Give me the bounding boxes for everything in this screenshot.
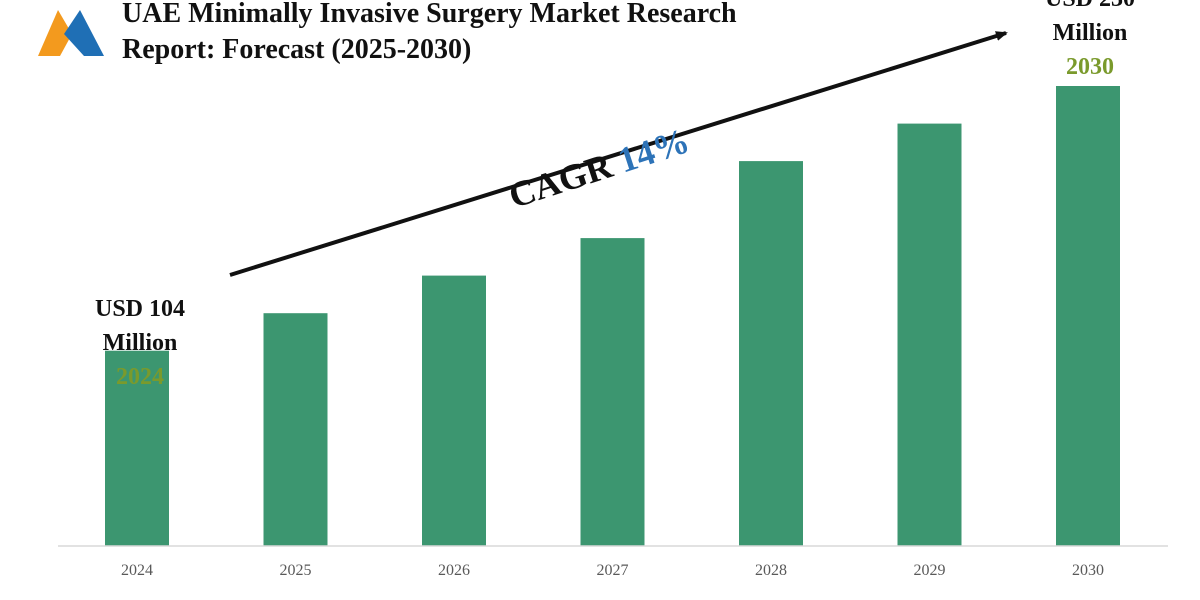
bar-2028 bbox=[739, 161, 803, 546]
x-tick-label-2030: 2030 bbox=[1072, 562, 1104, 579]
start-unit-text: Million bbox=[102, 330, 178, 356]
x-tick-labels: 2024 2025 2026 2027 2028 2029 2030 bbox=[121, 562, 1104, 579]
end-value-text: USD 230 bbox=[1022, 0, 1158, 16]
start-year-text: 2024 bbox=[116, 364, 164, 390]
start-value-annotation: USD 104 Million 2024 bbox=[72, 292, 208, 394]
x-tick-label-2029: 2029 bbox=[914, 562, 946, 579]
bar-2030 bbox=[1056, 86, 1120, 546]
bar-2029 bbox=[897, 123, 962, 546]
end-year-text: 2030 bbox=[1066, 54, 1114, 80]
x-tick-label-2024: 2024 bbox=[121, 562, 153, 579]
end-value-annotation: USD 230 Million 2030 bbox=[1022, 0, 1158, 84]
x-tick-label-2027: 2027 bbox=[597, 562, 629, 579]
x-tick-label-2028: 2028 bbox=[755, 562, 787, 579]
chart-title: UAE Minimally Invasive Surgery Market Re… bbox=[122, 0, 737, 68]
bar-2026 bbox=[422, 275, 486, 546]
start-value-text: USD 104 bbox=[94, 296, 185, 322]
chart-title-line-1: UAE Minimally Invasive Surgery Market Re… bbox=[122, 0, 737, 29]
x-tick-label-2026: 2026 bbox=[438, 562, 470, 579]
logo-orange-shape bbox=[38, 10, 72, 56]
company-logo bbox=[38, 10, 104, 56]
chart-title-line-2: Report: Forecast (2025-2030) bbox=[122, 34, 472, 65]
x-tick-label-2025: 2025 bbox=[280, 562, 312, 579]
bars-layer bbox=[105, 86, 1120, 546]
bar-2024 bbox=[105, 350, 169, 546]
logo-blue-shape bbox=[64, 10, 104, 56]
cagr-trend-arrow bbox=[229, 31, 1008, 277]
bar-2027 bbox=[580, 238, 645, 546]
end-unit-text: Million bbox=[1052, 20, 1128, 46]
bar-2025 bbox=[263, 313, 328, 546]
